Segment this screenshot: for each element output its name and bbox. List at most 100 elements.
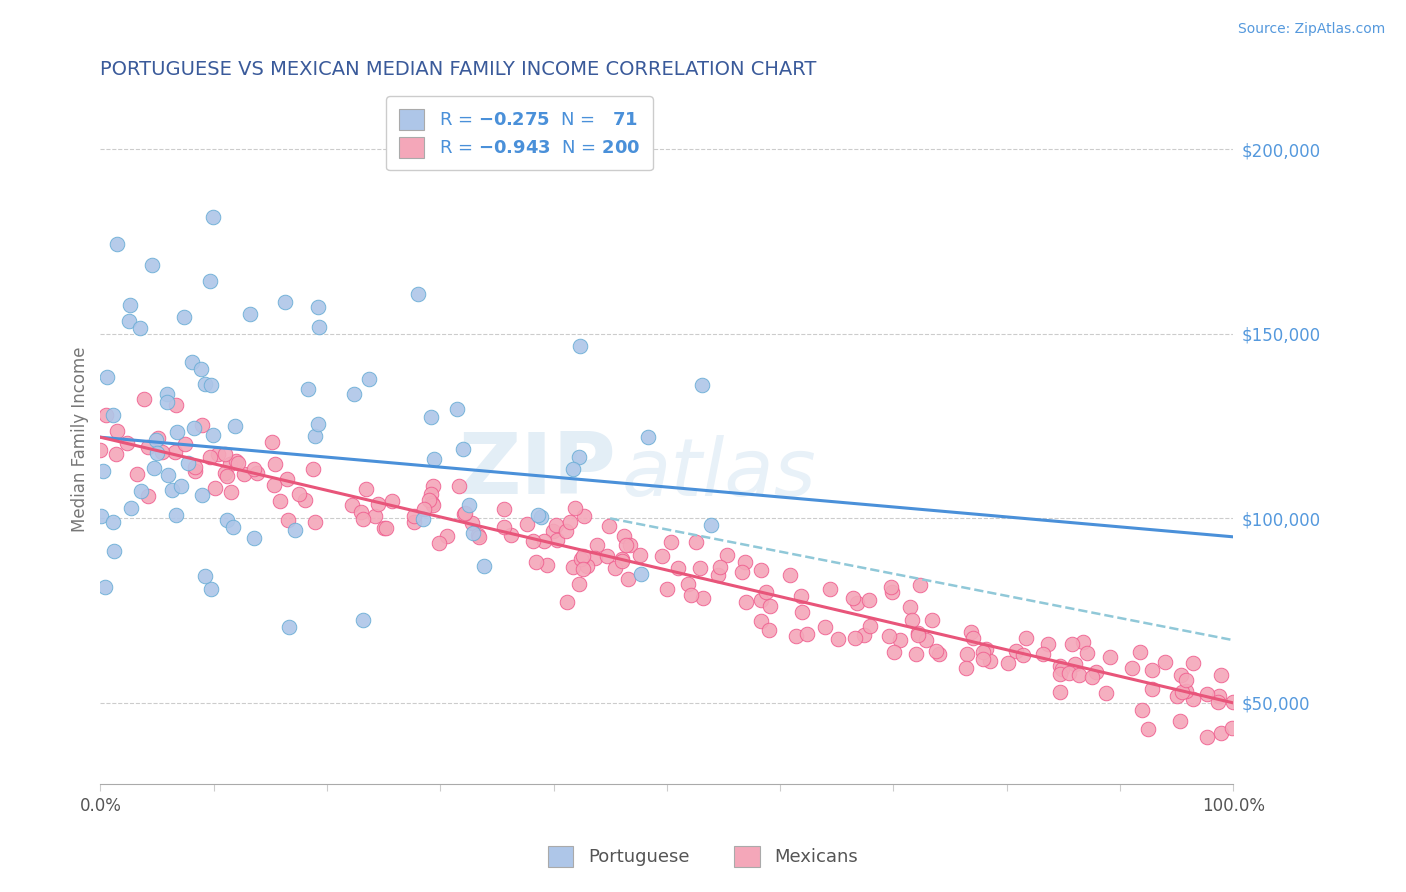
Point <box>352 512 374 526</box>
Point <box>468 530 491 544</box>
Point <box>555 594 578 608</box>
Point <box>707 567 730 582</box>
Point <box>103 516 125 530</box>
Point <box>676 577 699 591</box>
Point <box>427 536 450 550</box>
Point <box>239 307 262 321</box>
Point <box>619 537 641 551</box>
Point <box>789 589 811 603</box>
Point <box>453 442 475 456</box>
Text: atlas: atlas <box>621 434 817 513</box>
Point <box>243 531 266 545</box>
Point <box>94 408 117 422</box>
Point <box>1171 685 1194 699</box>
Point <box>1154 655 1177 669</box>
Point <box>276 472 298 486</box>
Point <box>690 377 713 392</box>
Point <box>1012 648 1035 662</box>
Point <box>129 483 152 498</box>
Point <box>194 569 217 583</box>
Point <box>583 551 606 566</box>
Point <box>364 509 387 524</box>
Point <box>814 619 837 633</box>
Point <box>1170 668 1192 682</box>
Point <box>666 561 689 575</box>
Point <box>1036 637 1059 651</box>
Point <box>1057 665 1080 680</box>
Point <box>692 591 714 605</box>
Point <box>1197 687 1219 701</box>
Point <box>120 500 142 515</box>
Point <box>997 656 1019 670</box>
Point <box>972 645 994 659</box>
Point <box>367 497 389 511</box>
Text: ZIP: ZIP <box>458 428 616 512</box>
Point <box>1098 649 1121 664</box>
Point <box>960 624 983 639</box>
Point <box>904 647 927 661</box>
Point <box>294 492 316 507</box>
Point <box>1049 685 1071 699</box>
Point <box>183 464 205 478</box>
Point <box>610 554 633 568</box>
Point <box>522 534 544 549</box>
Point <box>191 488 214 502</box>
Point <box>546 533 568 547</box>
Point <box>1137 723 1160 737</box>
Point <box>492 520 515 534</box>
Point <box>349 505 371 519</box>
Point <box>200 582 222 597</box>
Point <box>165 399 187 413</box>
Point <box>472 558 495 573</box>
Point <box>264 457 287 471</box>
Point <box>546 518 568 533</box>
Point <box>820 582 842 596</box>
Point <box>1129 644 1152 658</box>
Point <box>751 592 773 607</box>
Point <box>572 508 595 523</box>
Point <box>921 613 943 627</box>
Point <box>956 647 979 661</box>
Point <box>1182 691 1205 706</box>
Point <box>1076 646 1098 660</box>
Point <box>406 287 429 301</box>
Point <box>422 498 444 512</box>
Point <box>907 628 929 642</box>
Point <box>915 633 938 648</box>
Point <box>877 629 900 643</box>
Point <box>343 387 366 401</box>
Point <box>569 552 592 566</box>
Point <box>554 524 576 538</box>
Point <box>605 561 627 575</box>
Point <box>146 446 169 460</box>
Point <box>1181 656 1204 670</box>
Point <box>274 294 297 309</box>
Point <box>1049 658 1071 673</box>
Point <box>156 395 179 409</box>
Legend: R = $\mathbf{-0.275}$  N =   $\mathbf{71}$, R = $\mathbf{-0.943}$  N = $\mathbf{: R = $\mathbf{-0.275}$ N = $\mathbf{71}$,… <box>387 96 652 170</box>
Text: PORTUGUESE VS MEXICAN MEDIAN FAMILY INCOME CORRELATION CHART: PORTUGUESE VS MEXICAN MEDIAN FAMILY INCO… <box>100 60 817 78</box>
Point <box>527 508 550 522</box>
Point <box>1015 632 1038 646</box>
Point <box>499 528 522 542</box>
Point <box>136 440 159 454</box>
Text: Source: ZipAtlas.com: Source: ZipAtlas.com <box>1237 22 1385 37</box>
Point <box>1222 721 1244 735</box>
Point <box>436 529 458 543</box>
Point <box>352 613 374 627</box>
Point <box>129 321 152 335</box>
Point <box>143 461 166 475</box>
Point <box>925 644 948 658</box>
Point <box>125 467 148 482</box>
Point <box>89 442 111 457</box>
Point <box>373 521 395 535</box>
Point <box>165 508 187 522</box>
Point <box>901 613 924 627</box>
Point <box>657 582 679 596</box>
Point <box>132 392 155 406</box>
Point <box>637 430 659 444</box>
Y-axis label: Median Family Income: Median Family Income <box>72 346 89 532</box>
Point <box>163 445 186 459</box>
Point <box>779 568 801 582</box>
Point <box>979 654 1001 668</box>
